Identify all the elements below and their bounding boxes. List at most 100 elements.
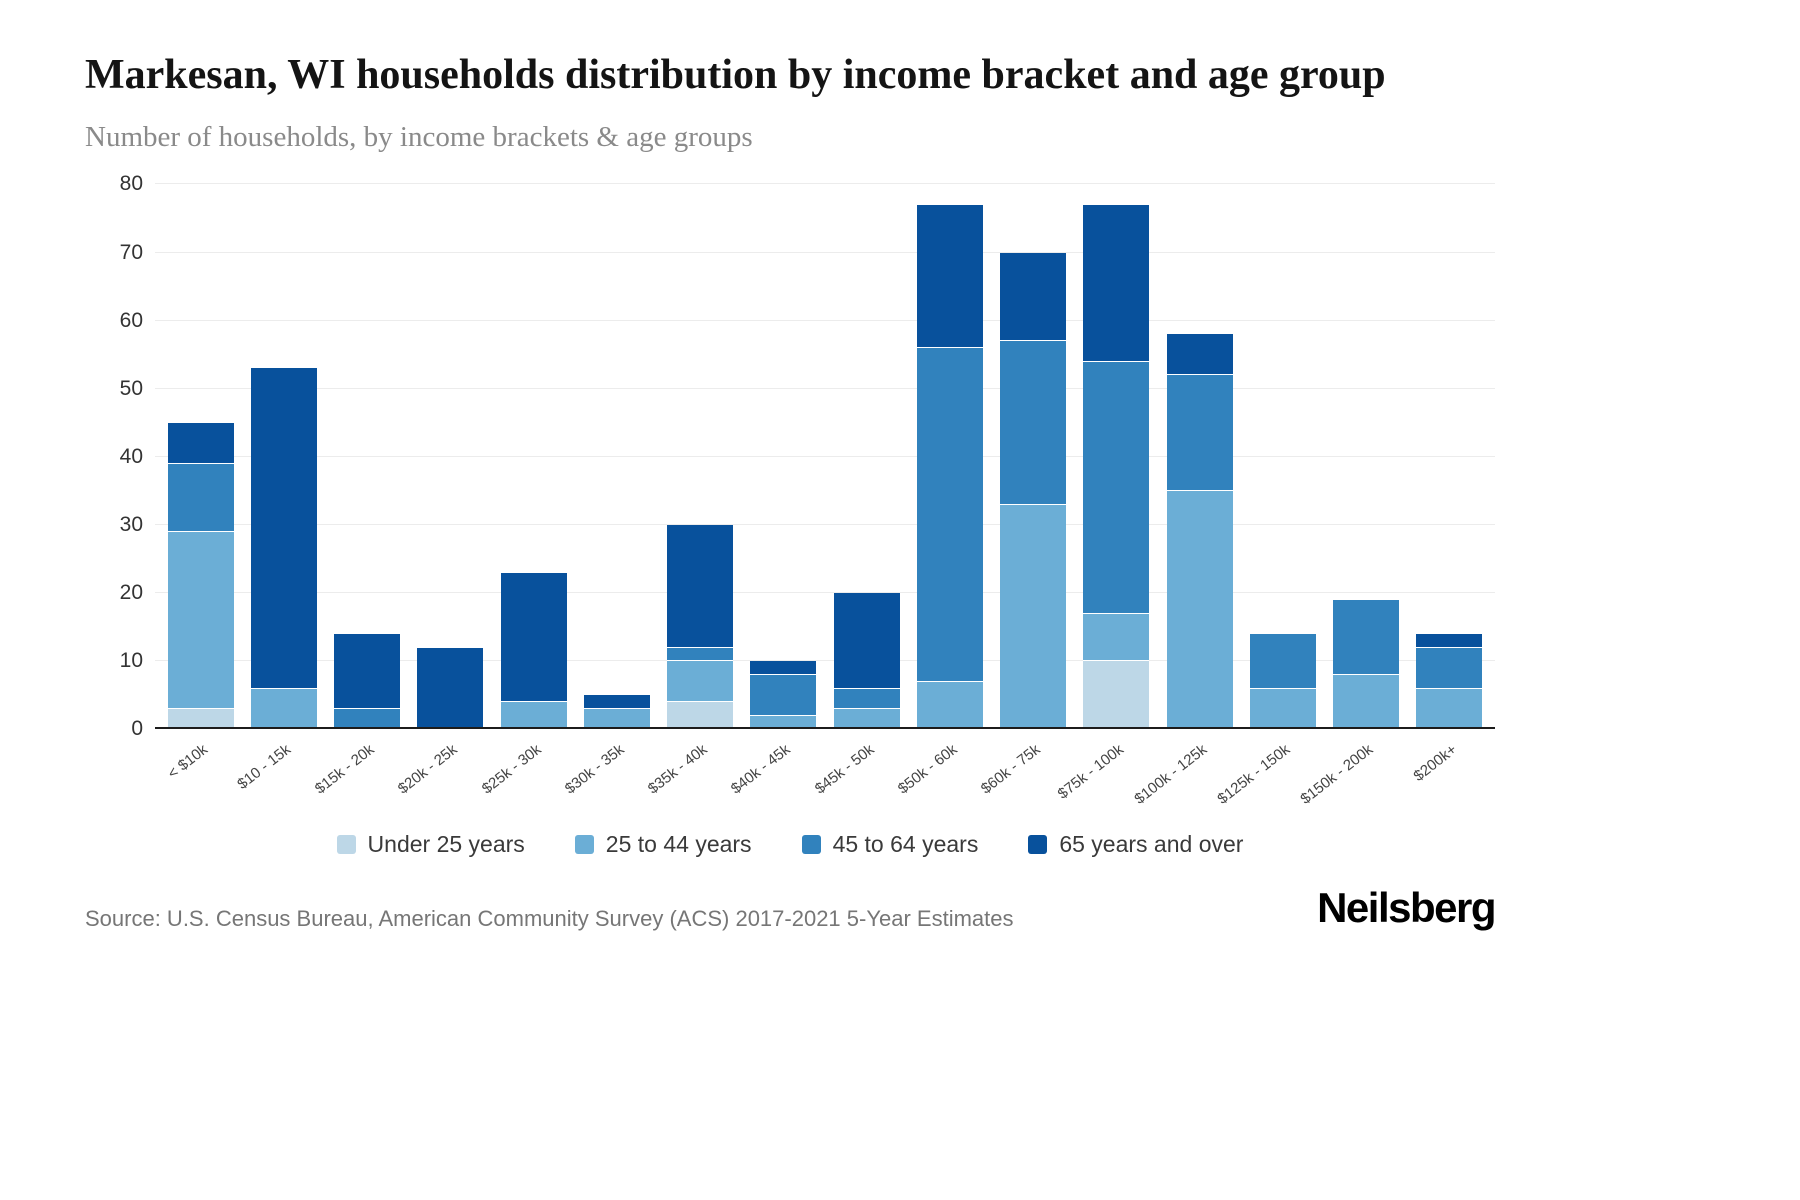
bar-slot: $10 - 15k bbox=[235, 184, 325, 793]
plot-area: < $10k $10 - 15k $15k - 20k $20k - 25k $25k … bbox=[155, 183, 1495, 808]
y-tick-label: 40 bbox=[119, 444, 143, 468]
bar-segment[interactable] bbox=[250, 368, 317, 689]
x-tick-label: $100k - 125k bbox=[1131, 741, 1211, 809]
bar-slot: $100k - 125k bbox=[1131, 184, 1241, 808]
bar-stack[interactable] bbox=[916, 184, 983, 730]
bar-stack[interactable] bbox=[667, 184, 733, 730]
legend-item[interactable]: 25 to 44 years bbox=[574, 831, 752, 858]
bar-segment[interactable] bbox=[1083, 613, 1150, 662]
bar-segment[interactable] bbox=[750, 715, 817, 730]
bar-segment[interactable] bbox=[1416, 647, 1483, 689]
x-tick-label: $75k - 100k bbox=[1054, 741, 1127, 804]
bar-segment[interactable] bbox=[916, 681, 983, 730]
bar-slot: $50k - 60k bbox=[895, 184, 991, 798]
bar-segment[interactable] bbox=[1166, 491, 1233, 730]
bar-segment[interactable] bbox=[1083, 361, 1150, 614]
bar-segment[interactable] bbox=[1000, 252, 1066, 342]
bar-segment[interactable] bbox=[833, 593, 900, 689]
x-tick-label: $15k - 20k bbox=[311, 741, 378, 798]
gridline bbox=[155, 524, 1495, 526]
bar-slot: $25k - 30k bbox=[478, 184, 575, 798]
bar-segment[interactable] bbox=[1083, 204, 1150, 362]
x-tick-label: $20k - 25k bbox=[395, 741, 461, 798]
y-tick-label: 20 bbox=[119, 581, 143, 605]
bar-segment[interactable] bbox=[167, 422, 234, 464]
bar-segment[interactable] bbox=[1249, 634, 1316, 689]
legend-item[interactable]: 45 to 64 years bbox=[801, 831, 978, 858]
bar-slot: $75k - 100k bbox=[1055, 184, 1158, 803]
bar-segment[interactable] bbox=[833, 709, 900, 730]
bar-segment[interactable] bbox=[750, 661, 817, 675]
bar-stack[interactable] bbox=[417, 184, 484, 730]
bar-segment[interactable] bbox=[167, 709, 234, 730]
bar-slot: < $10k bbox=[159, 184, 242, 783]
bar-segment[interactable] bbox=[667, 647, 733, 662]
y-tick-label: 30 bbox=[119, 513, 143, 537]
bar-segment[interactable] bbox=[667, 702, 733, 730]
bar-segment[interactable] bbox=[667, 661, 733, 703]
page-title: Markesan, WI households distribution by … bbox=[85, 52, 1386, 98]
bar-segment[interactable] bbox=[916, 347, 983, 682]
bar-segment[interactable] bbox=[1000, 341, 1066, 505]
bar-slot: $200k+ bbox=[1408, 184, 1491, 785]
bar-stack[interactable] bbox=[750, 184, 817, 730]
bar-segment[interactable] bbox=[1000, 504, 1066, 730]
bar-segment[interactable] bbox=[916, 204, 983, 348]
bar-segment[interactable] bbox=[334, 709, 400, 730]
source-text: Source: U.S. Census Bureau, American Com… bbox=[85, 906, 1014, 932]
bar-segment[interactable] bbox=[1249, 688, 1316, 730]
x-tick-label: $60k - 75k bbox=[977, 741, 1044, 798]
x-tick-label: $40k - 45k bbox=[728, 741, 794, 798]
bar-stack[interactable] bbox=[167, 184, 234, 730]
bar-stack[interactable] bbox=[833, 184, 900, 730]
neilsberg-logo: Neilsberg bbox=[1317, 884, 1496, 932]
bar-segment[interactable] bbox=[1416, 634, 1483, 648]
x-tick-label: $150k - 200k bbox=[1297, 741, 1377, 809]
bar-segment[interactable] bbox=[583, 709, 650, 730]
legend-item[interactable]: Under 25 years bbox=[336, 831, 525, 858]
bar-slot: $35k - 40k bbox=[645, 184, 742, 798]
bar-segment[interactable] bbox=[1333, 600, 1399, 675]
bar-segment[interactable] bbox=[1333, 674, 1399, 730]
bar-segment[interactable] bbox=[667, 525, 733, 648]
bar-slot: $20k - 25k bbox=[395, 184, 492, 798]
bar-segment[interactable] bbox=[1166, 375, 1233, 491]
bar-stack[interactable] bbox=[1166, 184, 1233, 730]
y-tick-label: 80 bbox=[119, 172, 143, 196]
bar-segment[interactable] bbox=[500, 572, 567, 703]
bar-segment[interactable] bbox=[1083, 661, 1150, 730]
bar-stack[interactable] bbox=[1000, 184, 1066, 730]
bar-segment[interactable] bbox=[500, 702, 567, 730]
bar-segment[interactable] bbox=[833, 688, 900, 709]
bar-segment[interactable] bbox=[583, 695, 650, 709]
bar-segment[interactable] bbox=[1166, 334, 1233, 376]
bar-stack[interactable] bbox=[1083, 184, 1150, 730]
bars-row: < $10k $10 - 15k $15k - 20k $20k - 25k $25k … bbox=[159, 184, 1491, 808]
x-axis-line bbox=[155, 727, 1495, 730]
bar-stack[interactable] bbox=[1249, 184, 1316, 730]
bar-stack[interactable] bbox=[1416, 184, 1483, 730]
bar-stack[interactable] bbox=[583, 184, 650, 730]
bar-stack[interactable] bbox=[1333, 184, 1399, 730]
legend-label: 25 to 44 years bbox=[605, 831, 752, 858]
bar-slot: $125k - 150k bbox=[1215, 184, 1324, 808]
x-tick-label: $30k - 35k bbox=[561, 741, 628, 798]
bar-slot: $40k - 45k bbox=[728, 184, 825, 798]
bar-segment[interactable] bbox=[1416, 688, 1483, 730]
bar-segment[interactable] bbox=[167, 463, 234, 532]
bar-stack[interactable] bbox=[334, 184, 400, 730]
bar-segment[interactable] bbox=[417, 647, 484, 730]
gridline bbox=[155, 251, 1495, 253]
bar-segment[interactable] bbox=[250, 688, 317, 730]
bar-stack[interactable] bbox=[250, 184, 317, 730]
y-tick-label: 10 bbox=[119, 649, 143, 673]
bar-segment[interactable] bbox=[334, 634, 400, 709]
y-tick-label: 70 bbox=[119, 240, 143, 264]
bar-segment[interactable] bbox=[167, 531, 234, 709]
legend-item[interactable]: 65 years and over bbox=[1028, 831, 1243, 858]
bar-stack[interactable] bbox=[500, 184, 567, 730]
footer: Source: U.S. Census Bureau, American Com… bbox=[85, 884, 1496, 932]
bar-segment[interactable] bbox=[750, 674, 817, 716]
y-tick-label: 50 bbox=[119, 376, 143, 400]
legend-label: 65 years and over bbox=[1059, 831, 1244, 858]
